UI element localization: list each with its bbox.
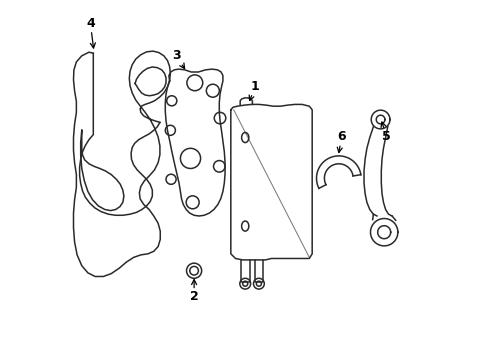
Text: 4: 4	[86, 17, 95, 48]
Text: 3: 3	[171, 49, 184, 68]
Text: 5: 5	[380, 122, 390, 143]
Text: 2: 2	[189, 280, 198, 303]
Text: 6: 6	[337, 130, 346, 153]
Text: 1: 1	[249, 80, 259, 100]
